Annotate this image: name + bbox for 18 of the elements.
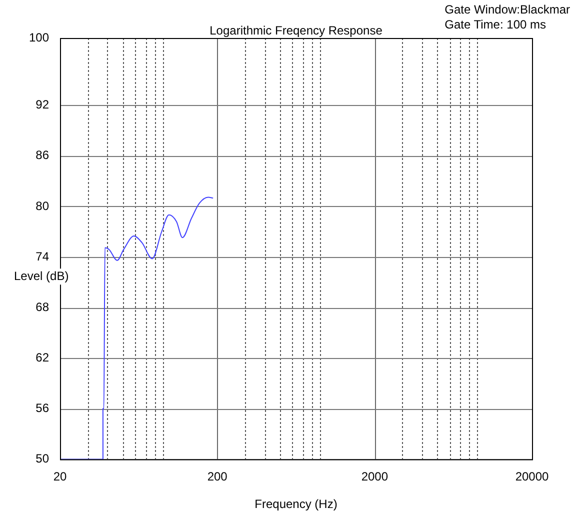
y-tick-label: 100	[28, 30, 50, 44]
x-tick-label: 20000	[515, 470, 550, 484]
y-tick-label: 80	[36, 198, 50, 213]
chart-title: Logarithmic Freqency Response	[210, 23, 383, 38]
y-tick-label: 92	[36, 98, 50, 112]
y-tick-label: 56	[36, 400, 50, 415]
x-tick-label: 20	[53, 470, 67, 484]
x-axis-title: Frequency (Hz)	[254, 497, 338, 512]
y-axis-title: Level (dB)	[14, 268, 69, 283]
y-tick-label: 50	[36, 452, 50, 466]
y-tick-label: 86	[36, 148, 50, 162]
x-tick-label: 2000	[361, 470, 388, 484]
text: Gate Window:Blackmar	[444, 2, 570, 16]
y-tick-label: 68	[36, 300, 50, 314]
y-tick-label: 62	[36, 350, 50, 364]
y-tick-label: 74	[36, 249, 50, 264]
text: Gate Time: 100 ms	[444, 17, 546, 32]
x-tick-label: 200	[207, 470, 228, 484]
